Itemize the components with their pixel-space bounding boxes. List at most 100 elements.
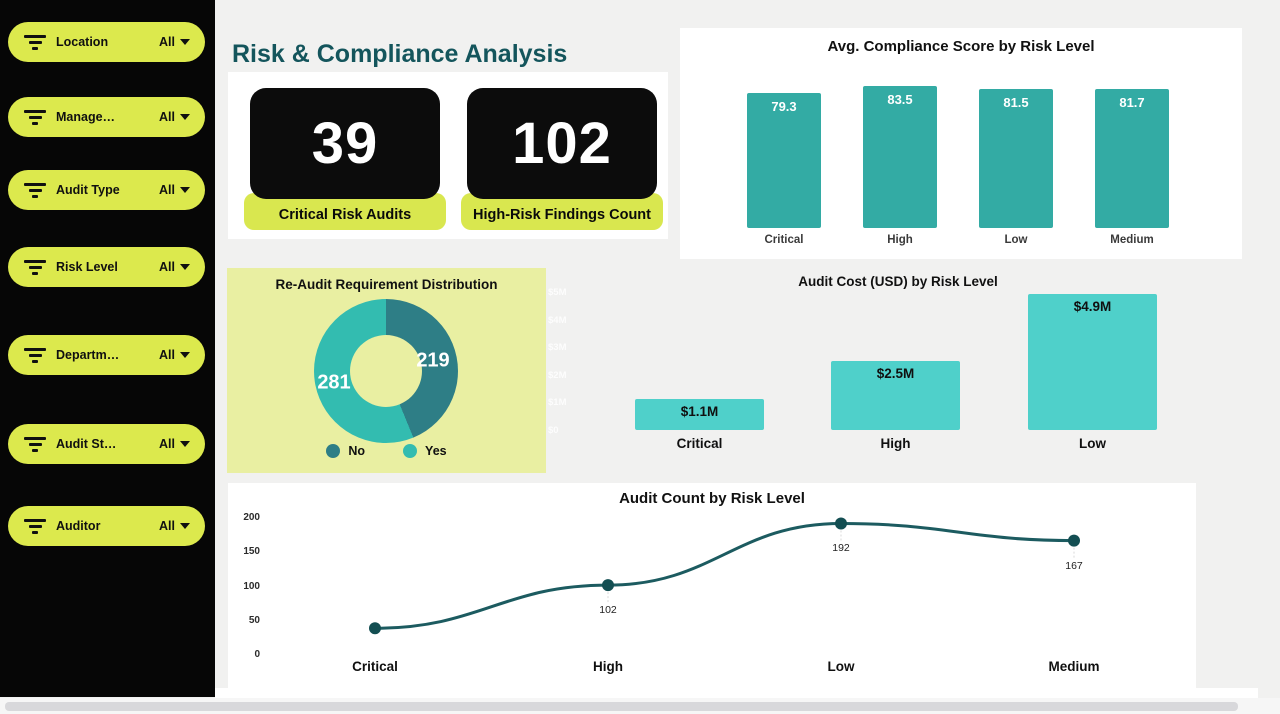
count-ytick-label: 100 xyxy=(243,580,260,592)
filter-icon xyxy=(23,109,47,125)
axis-category-label: Low xyxy=(827,659,855,674)
bar-category-label: Critical xyxy=(764,234,804,246)
cost-ytick-label: $0 xyxy=(548,425,559,436)
bar-category-label: Medium xyxy=(1110,234,1154,246)
count-ytick-label: 0 xyxy=(254,649,260,660)
data-point-medium[interactable] xyxy=(1068,534,1080,547)
filter-pill-auditor[interactable]: Auditor All xyxy=(8,506,205,546)
filter-label: Auditor xyxy=(56,519,101,533)
bar-medium[interactable]: 81.7 xyxy=(1095,89,1169,228)
point-value-label: 102 xyxy=(599,604,617,617)
data-point-critical[interactable] xyxy=(369,622,381,635)
axis-category-label: Medium xyxy=(1048,659,1100,674)
count-ytick-label: 200 xyxy=(243,512,260,523)
filter-value: All xyxy=(159,437,190,451)
bar-value-label: 83.5 xyxy=(887,92,913,107)
bar-value-label: 81.7 xyxy=(1119,95,1145,110)
kpi-high-risk-findings: High-Risk Findings Count 102 xyxy=(461,88,663,230)
filter-value: All xyxy=(159,519,190,533)
count-ytick-label: 150 xyxy=(243,546,260,558)
kpi-label: High-Risk Findings Count xyxy=(461,193,663,230)
bar-critical[interactable]: $1.1M xyxy=(635,399,764,430)
legend-dot xyxy=(403,444,418,458)
line-plot xyxy=(369,517,1080,635)
bar-high[interactable]: $2.5M xyxy=(831,361,960,430)
filter-icon xyxy=(23,347,47,363)
kpi-value: 102 xyxy=(467,88,657,199)
bar-value-label: $2.5M xyxy=(876,366,915,381)
filter-value: All xyxy=(159,260,190,274)
point-value-label: 167 xyxy=(1065,559,1083,572)
caret-down-icon xyxy=(180,187,190,193)
kpi-panel: Critical Risk Audits 39 High-Risk Findin… xyxy=(228,72,668,239)
caret-down-icon xyxy=(180,441,190,447)
page-title: Risk & Compliance Analysis xyxy=(232,40,568,68)
bar-value-label: $4.9M xyxy=(1073,299,1112,314)
donut-ring[interactable] xyxy=(314,299,458,443)
legend-dot xyxy=(326,444,341,458)
caret-down-icon xyxy=(180,39,190,45)
caret-down-icon xyxy=(180,264,190,270)
chart-title: Re-Audit Requirement Distribution xyxy=(275,277,498,292)
cost-bar-chart: Audit Cost (USD) by Risk Level $5M $4M $3M… xyxy=(548,272,1248,454)
caret-down-icon xyxy=(180,114,190,120)
bar-category-label: High xyxy=(880,436,911,451)
bar-critical[interactable]: 79.3 xyxy=(747,93,821,228)
filter-icon xyxy=(23,436,47,452)
bar-category-label: High xyxy=(887,234,913,246)
compliance-bar-chart: Avg. Compliance Score by Risk Level 79.3… xyxy=(680,28,1242,259)
legend-label: Yes xyxy=(425,444,447,458)
bar-category-label: Low xyxy=(1079,436,1106,451)
caret-down-icon xyxy=(180,523,190,529)
legend-label: No xyxy=(348,444,366,458)
data-point-low[interactable] xyxy=(835,517,847,530)
filter-pill-department[interactable]: Departm… All xyxy=(8,335,205,375)
data-point-high[interactable] xyxy=(602,579,614,592)
filter-label: Audit Type xyxy=(56,183,120,197)
kpi-critical-risk-audits: Critical Risk Audits 39 xyxy=(244,88,446,230)
cost-ytick-label: $1M xyxy=(548,397,567,409)
bar-low[interactable]: $4.9M xyxy=(1028,294,1157,430)
trend-line xyxy=(374,521,1075,630)
filter-pill-location[interactable]: Location All xyxy=(8,22,205,62)
horizontal-scrollbar-track[interactable] xyxy=(0,698,1280,714)
filter-value: All xyxy=(159,348,190,362)
filter-label: Location xyxy=(56,35,109,49)
footer-strip xyxy=(215,688,1258,698)
filter-pill-audit-status[interactable]: Audit St… All xyxy=(8,424,205,464)
filter-icon xyxy=(23,259,47,275)
legend-item-no[interactable]: No xyxy=(326,444,365,458)
reaudit-donut-chart: Re-Audit Requirement Distribution 219 28… xyxy=(227,268,546,473)
filter-icon xyxy=(23,518,47,534)
cost-ytick-label: $2M xyxy=(548,369,567,381)
filter-pill-audit-type[interactable]: Audit Type All xyxy=(8,170,205,210)
donut-legend: No Yes xyxy=(227,444,546,458)
point-value-label: 192 xyxy=(832,542,850,555)
bar-category-label: Low xyxy=(1004,234,1028,246)
kpi-label: Critical Risk Audits xyxy=(244,193,446,230)
bar-value-label: 79.3 xyxy=(771,99,797,114)
axis-category-label: High xyxy=(593,659,623,674)
filter-value: All xyxy=(159,35,190,49)
filter-icon xyxy=(23,34,47,50)
bar-low[interactable]: 81.5 xyxy=(979,89,1053,228)
filter-icon xyxy=(23,182,47,198)
chart-title: Avg. Compliance Score by Risk Level xyxy=(827,38,1095,55)
count-ytick-label: 50 xyxy=(248,614,260,626)
legend-item-yes[interactable]: Yes xyxy=(403,444,447,458)
filter-value: All xyxy=(159,183,190,197)
axis-category-label: Critical xyxy=(352,659,398,674)
bar-value-label: 81.5 xyxy=(1003,95,1029,110)
bar-value-label: $1.1M xyxy=(680,404,719,419)
filter-label: Departm… xyxy=(56,348,120,362)
kpi-value: 39 xyxy=(250,88,440,199)
cost-ytick-label: $5M xyxy=(548,287,567,298)
chart-title: Audit Cost (USD) by Risk Level xyxy=(798,274,998,289)
filter-label: Risk Level xyxy=(56,260,118,274)
horizontal-scrollbar-thumb[interactable] xyxy=(5,702,1238,711)
slice-value-yes: 281 xyxy=(317,371,351,394)
bar-high[interactable]: 83.5 xyxy=(863,86,937,228)
filter-pill-management[interactable]: Manage… All xyxy=(8,97,205,137)
filter-pill-risk-level[interactable]: Risk Level All xyxy=(8,247,205,287)
